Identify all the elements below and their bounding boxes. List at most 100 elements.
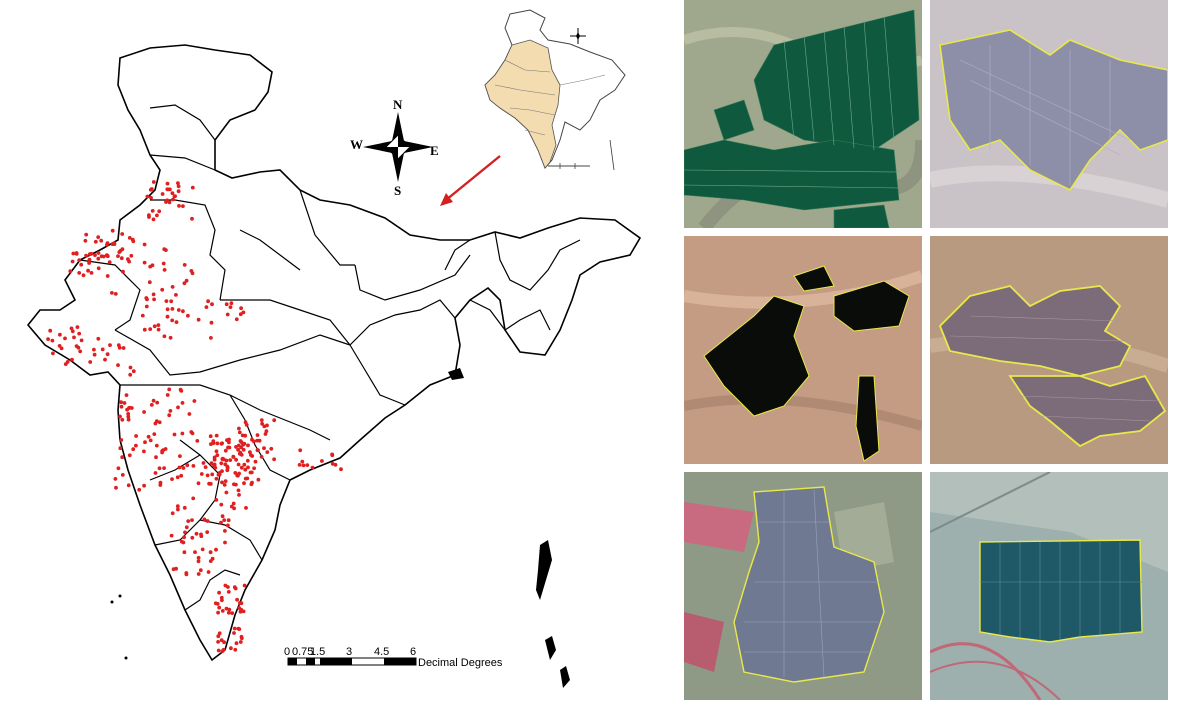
- site-point: [93, 253, 97, 257]
- site-point: [243, 467, 248, 472]
- site-point: [176, 405, 180, 410]
- site-point: [162, 466, 167, 470]
- scale-tick-3: 3: [346, 646, 352, 658]
- locator-arrow: [440, 155, 501, 206]
- site-point: [339, 467, 343, 472]
- site-point: [157, 420, 162, 425]
- site-point: [207, 481, 212, 486]
- site-point: [177, 204, 181, 208]
- site-point: [208, 434, 213, 439]
- site-point: [182, 535, 187, 540]
- site-point: [297, 463, 302, 467]
- site-point: [118, 414, 122, 419]
- site-point: [199, 472, 204, 476]
- scale-tick-5: 6: [410, 646, 416, 658]
- site-point: [46, 337, 50, 341]
- site-point: [176, 189, 181, 194]
- site-point: [57, 344, 62, 348]
- site-point: [153, 471, 158, 475]
- site-point: [232, 631, 236, 635]
- site-point: [70, 259, 75, 264]
- site-point: [199, 532, 203, 537]
- site-point: [272, 418, 277, 423]
- site-point: [151, 180, 156, 184]
- site-point: [225, 438, 229, 443]
- site-point: [238, 640, 243, 644]
- site-point: [175, 504, 180, 509]
- site-point: [119, 438, 124, 442]
- site-point: [145, 297, 149, 302]
- site-point: [120, 232, 125, 236]
- site-point: [223, 583, 228, 588]
- site-point: [184, 525, 189, 530]
- site-point: [226, 523, 230, 528]
- site-point: [250, 454, 255, 458]
- site-point: [246, 443, 250, 448]
- site-point: [190, 185, 195, 190]
- site-point: [255, 433, 260, 437]
- site-point: [156, 327, 161, 332]
- india-map: N S E W: [26, 9, 642, 688]
- site-point: [147, 280, 152, 285]
- site-point: [103, 357, 107, 362]
- site-point: [99, 238, 104, 243]
- site-point: [235, 597, 240, 602]
- site-point: [216, 634, 221, 639]
- compass-north-label: N: [393, 97, 403, 112]
- site-point: [195, 439, 200, 443]
- site-point: [171, 197, 175, 202]
- site-point: [140, 313, 145, 318]
- site-point: [248, 450, 252, 454]
- site-point: [51, 351, 55, 356]
- site-point: [149, 195, 153, 200]
- site-point: [211, 439, 216, 444]
- site-point: [208, 550, 213, 555]
- site-point: [233, 647, 238, 652]
- site-point: [119, 256, 124, 261]
- site-point: [131, 239, 136, 244]
- site-point: [145, 194, 150, 199]
- site-point: [239, 601, 244, 606]
- site-point: [310, 465, 315, 470]
- site-point: [238, 312, 243, 317]
- site-point: [152, 324, 157, 329]
- site-point: [224, 490, 229, 495]
- site-point: [239, 306, 244, 311]
- site-point: [236, 462, 241, 467]
- site-point: [263, 432, 268, 436]
- site-point: [176, 184, 181, 189]
- site-point: [228, 305, 233, 309]
- site-point: [165, 307, 170, 312]
- site-point: [177, 465, 182, 470]
- site-point: [229, 301, 234, 306]
- site-point: [220, 514, 225, 519]
- site-point: [129, 406, 134, 410]
- site-point: [190, 518, 194, 522]
- site-point: [182, 550, 187, 555]
- site-point: [198, 568, 203, 573]
- site-point: [217, 605, 222, 610]
- site-point: [237, 430, 242, 435]
- site-point: [246, 465, 250, 470]
- site-point: [214, 498, 219, 502]
- site-point: [129, 253, 134, 258]
- site-point: [196, 559, 201, 564]
- site-point: [260, 421, 264, 426]
- site-point: [238, 450, 243, 455]
- site-point: [170, 307, 175, 311]
- site-point: [232, 626, 237, 631]
- site-point: [225, 312, 230, 317]
- site-point: [142, 449, 146, 454]
- site-point: [162, 268, 167, 272]
- site-point: [209, 320, 214, 325]
- site-point: [160, 287, 165, 292]
- site-point: [219, 502, 224, 507]
- site-point: [87, 257, 92, 262]
- site-point: [161, 448, 166, 453]
- site-point: [193, 550, 197, 554]
- site-point: [127, 406, 131, 410]
- compass-east-label: E: [430, 143, 439, 158]
- site-point: [151, 217, 156, 222]
- site-point: [231, 454, 236, 459]
- site-point: [121, 346, 126, 350]
